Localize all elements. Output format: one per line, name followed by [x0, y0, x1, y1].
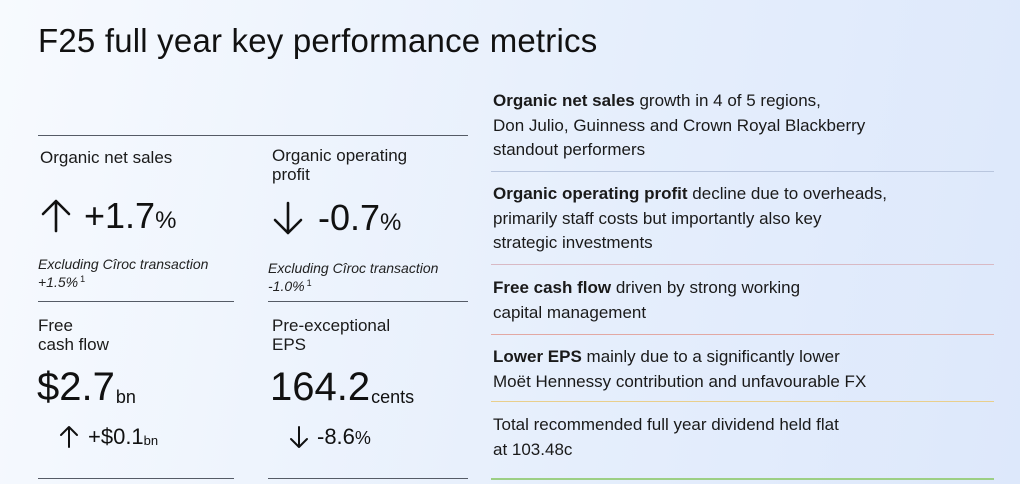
row-divider-left — [38, 301, 234, 302]
row-divider-right — [268, 301, 468, 302]
footnote-marker: 1 — [80, 274, 86, 284]
pre-exceptional-eps-change-number: -8.6 — [317, 424, 355, 449]
organic-net-sales-note: Excluding Cîroc transaction +1.5% 1 — [38, 256, 209, 290]
highlight-separator — [491, 264, 994, 265]
highlight-dividend: Total recommended full year dividend hel… — [493, 415, 839, 459]
arrow-down-icon — [273, 201, 303, 235]
free-cash-flow-label: Free cash flow — [38, 316, 109, 354]
pre-exceptional-eps-label: Pre-exceptional EPS — [272, 316, 391, 354]
pre-exceptional-eps-change: -8.6 % — [288, 424, 371, 450]
arrow-up-icon — [41, 199, 71, 233]
free-cash-flow-value: $2.7 bn — [37, 366, 136, 408]
free-cash-flow-change-unit: bn — [143, 433, 159, 448]
free-cash-flow-change: +$0.1 bn — [58, 424, 158, 450]
bottom-divider-left — [38, 478, 234, 479]
highlight-separator — [491, 478, 994, 480]
highlight-organic-operating-profit: Organic operating profit decline due to … — [493, 184, 887, 252]
organic-net-sales-label: Organic net sales — [40, 148, 173, 167]
organic-operating-profit-unit: % — [380, 209, 402, 236]
pre-exceptional-eps-number: 164.2 — [270, 365, 371, 409]
arrow-down-icon — [290, 426, 308, 448]
organic-net-sales-number: +1.7 — [84, 195, 156, 236]
highlight-organic-net-sales: Organic net sales growth in 4 of 5 regio… — [493, 91, 866, 159]
organic-operating-profit-number: -0.7 — [318, 197, 381, 238]
organic-net-sales-unit: % — [155, 207, 177, 234]
organic-operating-profit-label: Organic operating profit — [272, 146, 408, 184]
highlight-separator — [491, 401, 994, 402]
arrow-up-icon — [60, 426, 78, 448]
pre-exceptional-eps-value: 164.2 cents — [270, 366, 414, 408]
page-title: F25 full year key performance metrics — [38, 22, 598, 59]
free-cash-flow-number: $2.7 — [37, 365, 115, 409]
highlight-lower-eps: Lower EPS mainly due to a significantly … — [493, 347, 867, 391]
organic-net-sales-value: +1.7 % — [38, 197, 176, 235]
highlight-separator — [491, 171, 994, 172]
organic-operating-profit-note: Excluding Cîroc transaction -1.0% 1 — [268, 260, 439, 294]
footnote-marker: 1 — [306, 278, 312, 288]
top-divider — [38, 135, 468, 136]
pre-exceptional-eps-unit: cents — [371, 387, 415, 407]
organic-operating-profit-value: -0.7 % — [270, 199, 401, 237]
highlight-separator — [491, 334, 994, 335]
bottom-divider-right — [268, 478, 468, 479]
free-cash-flow-unit: bn — [115, 387, 136, 407]
pre-exceptional-eps-change-unit: % — [354, 428, 371, 448]
highlight-free-cash-flow: Free cash flow driven by strong working … — [493, 278, 801, 322]
free-cash-flow-change-number: +$0.1 — [88, 424, 144, 449]
